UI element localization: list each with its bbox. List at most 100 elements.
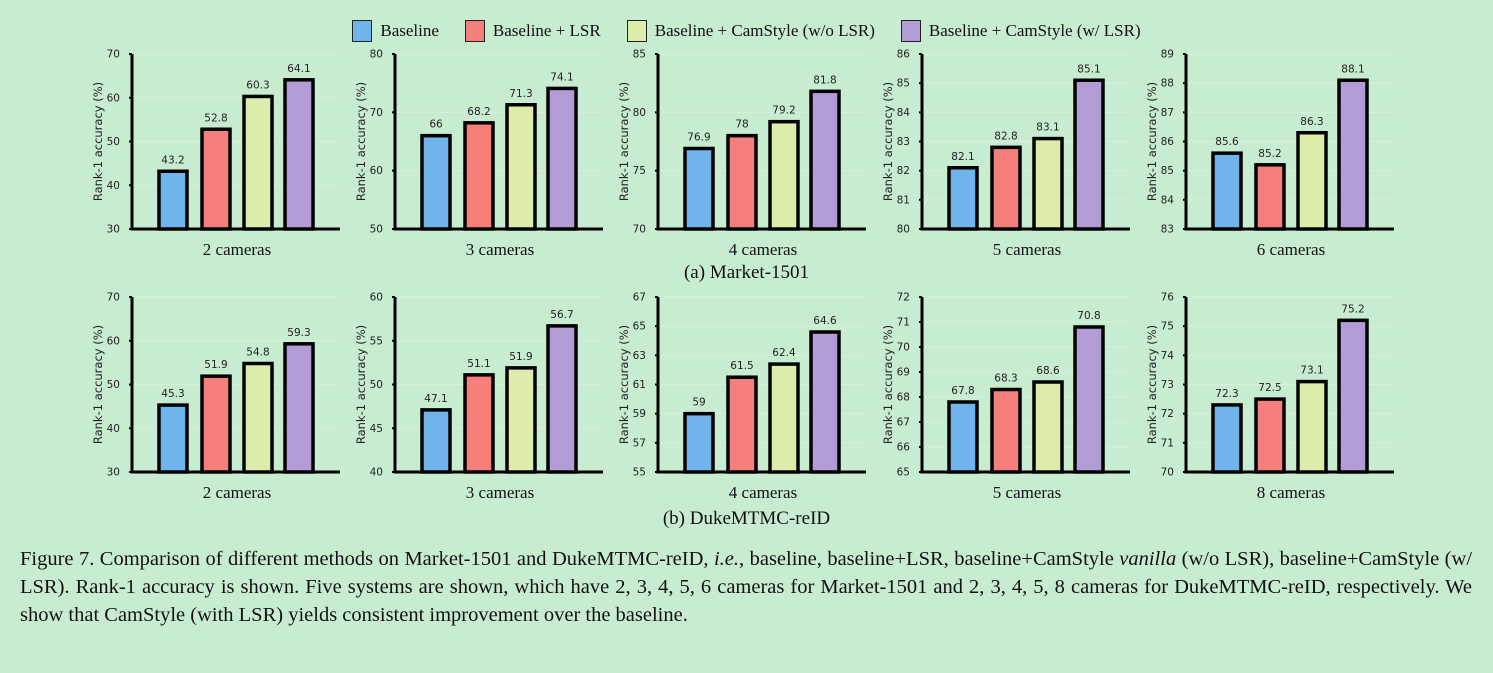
x-axis-label: 4 cameras: [729, 240, 797, 259]
y-axis-label: Rank-1 accuracy (%): [354, 325, 368, 444]
y-tick-label: 63: [633, 350, 646, 362]
bar: [1337, 318, 1369, 474]
y-axis-label: Rank-1 accuracy (%): [354, 82, 368, 201]
y-tick-label: 40: [107, 423, 120, 435]
y-tick-label: 86: [897, 49, 911, 61]
x-axis-label: 2 cameras: [203, 483, 271, 502]
bar: [768, 119, 800, 231]
x-axis-label: 4 cameras: [729, 483, 797, 502]
bar: [990, 145, 1022, 231]
y-tick-label: 50: [370, 224, 383, 236]
y-tick-label: 80: [633, 107, 646, 119]
y-tick-label: 70: [1161, 467, 1174, 479]
data-label: 75.2: [1341, 303, 1364, 315]
figure-caption: Figure 7. Comparison of different method…: [20, 545, 1472, 629]
y-tick-label: 40: [107, 180, 120, 192]
y-tick-label: 65: [897, 467, 910, 479]
y-tick-label: 50: [107, 136, 120, 148]
y-axis-label: Rank-1 accuracy (%): [881, 82, 895, 201]
data-label: 72.3: [1215, 388, 1238, 400]
y-tick-label: 80: [370, 49, 383, 61]
y-tick-label: 30: [107, 467, 120, 479]
bar: [1032, 380, 1064, 474]
y-tick-label: 69: [897, 367, 910, 379]
bar: [1254, 163, 1286, 231]
data-label: 66: [429, 119, 443, 131]
bar: [1211, 403, 1243, 474]
data-label: 43.2: [161, 154, 184, 166]
data-label: 59: [692, 397, 705, 409]
bar: [505, 103, 537, 231]
x-axis-label: 6 cameras: [1257, 240, 1325, 259]
y-tick-label: 72: [1161, 408, 1174, 420]
y-tick-label: 66: [897, 442, 911, 454]
bar: [242, 94, 274, 231]
y-tick-label: 50: [107, 379, 120, 391]
legend-label-baseline-lsr: Baseline + LSR: [492, 21, 601, 40]
x-axis-label: 3 cameras: [466, 483, 534, 502]
y-tick-label: 85: [897, 78, 910, 90]
bar: [809, 89, 841, 231]
data-label: 68.2: [467, 106, 490, 118]
data-label: 85.1: [1077, 63, 1100, 75]
data-label: 61.5: [730, 360, 753, 372]
bar: [546, 86, 578, 231]
y-tick-label: 70: [107, 292, 120, 304]
bar: [505, 366, 537, 474]
y-axis-label: Rank-1 accuracy (%): [881, 325, 895, 444]
bar: [1296, 131, 1328, 231]
data-label: 62.4: [772, 347, 796, 359]
bar: [420, 133, 452, 231]
legend-swatch-camstyle-wo-lsr: [626, 20, 647, 42]
bar: [809, 330, 841, 474]
y-tick-label: 76: [1161, 292, 1175, 304]
data-label: 45.3: [161, 388, 184, 400]
y-tick-label: 80: [897, 224, 910, 236]
data-label: 68.6: [1036, 365, 1060, 377]
y-tick-label: 84: [1161, 194, 1175, 206]
bar: [463, 373, 495, 474]
bar: [242, 361, 274, 474]
data-label: 60.3: [246, 79, 269, 91]
subcaption-market-1501: (a) Market-1501: [683, 262, 810, 283]
y-axis-label: Rank-1 accuracy (%): [617, 82, 631, 201]
data-label: 51.9: [204, 359, 227, 371]
y-tick-label: 60: [107, 335, 120, 347]
bar: [157, 403, 189, 474]
data-label: 85.2: [1258, 148, 1281, 160]
bar: [990, 387, 1022, 474]
data-label: 73.1: [1300, 365, 1323, 377]
bar: [947, 400, 979, 474]
y-tick-label: 45: [370, 423, 383, 435]
y-tick-label: 75: [1161, 321, 1174, 333]
legend-label-camstyle-wo-lsr: Baseline + CamStyle (w/o LSR): [654, 21, 875, 40]
subcaption-dukemtmc-reid: (b) DukeMTMC-reID: [662, 508, 831, 529]
y-tick-label: 71: [897, 317, 910, 329]
y-tick-label: 83: [897, 136, 910, 148]
data-label: 67.8: [951, 385, 974, 397]
y-axis-label: Rank-1 accuracy (%): [91, 82, 105, 201]
bar: [200, 127, 232, 231]
y-tick-label: 73: [1161, 379, 1174, 391]
legend-item-camstyle-wo-lsr: Baseline + CamStyle (w/o LSR): [626, 20, 875, 42]
y-tick-label: 82: [897, 165, 910, 177]
data-label: 78: [735, 119, 748, 131]
data-label: 70.8: [1077, 310, 1100, 322]
y-tick-label: 59: [633, 408, 646, 420]
y-tick-label: 65: [633, 321, 646, 333]
data-label: 59.3: [287, 327, 310, 339]
x-axis-label: 5 cameras: [993, 483, 1061, 502]
y-tick-label: 67: [633, 292, 646, 304]
caption-part-3: (w/o LSR), baseline+CamStyle (w/ LSR). R…: [20, 548, 1473, 626]
y-tick-label: 60: [370, 165, 383, 177]
bar: [1211, 151, 1243, 231]
legend-swatch-camstyle-w-lsr: [900, 20, 921, 42]
y-tick-label: 89: [1161, 49, 1174, 61]
bar: [1032, 136, 1064, 231]
y-tick-label: 55: [633, 467, 646, 479]
data-label: 68.3: [994, 373, 1017, 385]
y-tick-label: 86: [1161, 136, 1175, 148]
y-tick-label: 71: [1161, 437, 1174, 449]
bar: [546, 324, 578, 474]
caption-part-1: Figure 7. Comparison of different method…: [20, 548, 714, 570]
